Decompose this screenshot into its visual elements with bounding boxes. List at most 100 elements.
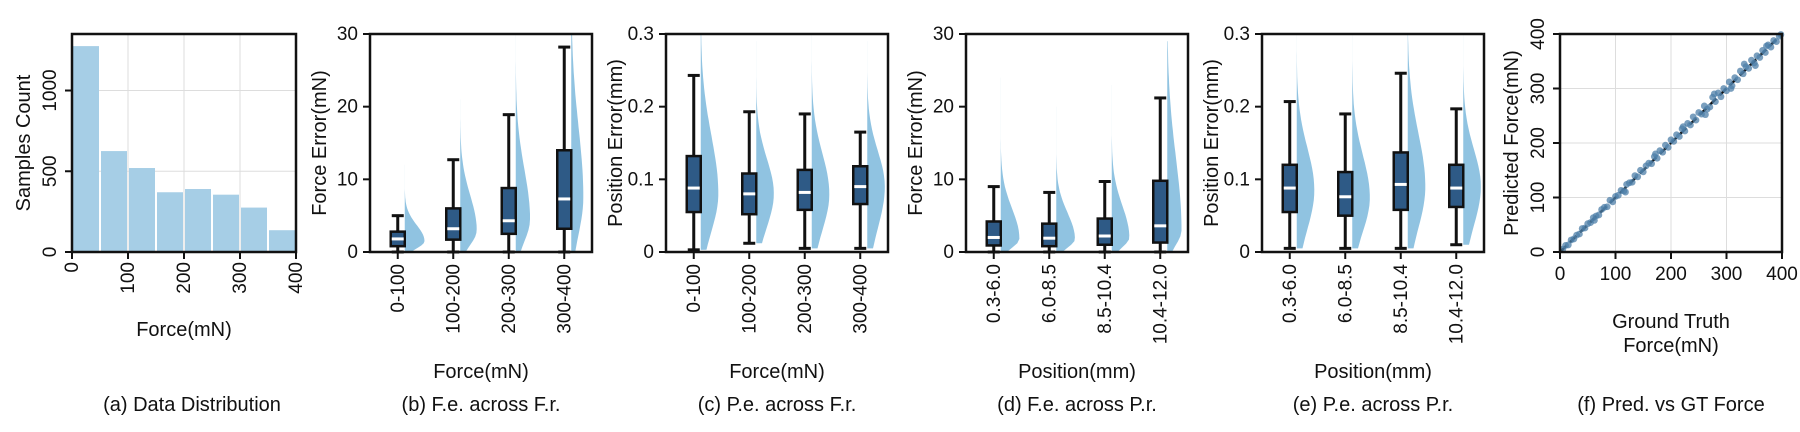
box-iqr: [1152, 179, 1169, 244]
scatter-point: [1740, 60, 1748, 68]
scatter-point: [1751, 62, 1759, 70]
panel-caption: (c) P.e. across F.r.: [698, 394, 857, 416]
x-tick-label: 400: [1766, 264, 1798, 285]
y-tick-label: 0.1: [1224, 169, 1250, 190]
scatter-point: [1652, 150, 1659, 158]
scatter-point: [1706, 103, 1714, 111]
histogram-bar: [73, 46, 99, 252]
scatter-point: [1659, 148, 1667, 156]
x-tick-label: 300-400: [554, 264, 575, 334]
violin-shape: [571, 34, 584, 252]
y-tick-label: 0.3: [1224, 24, 1250, 45]
scatter-point: [1609, 198, 1617, 206]
y-tick-label: 1000: [40, 69, 61, 111]
y-tick-label: 10: [337, 169, 358, 190]
violin-shape: [1167, 41, 1182, 253]
x-tick-label: 100: [1600, 264, 1632, 285]
y-tick-label: 0: [1239, 242, 1250, 263]
y-tick-label: 0.2: [628, 97, 654, 118]
box-iqr: [685, 154, 702, 214]
scatter-point: [1761, 49, 1769, 56]
scatter-point: [1576, 230, 1583, 238]
y-tick-label: 0: [347, 242, 358, 263]
scatter-point: [1591, 216, 1598, 224]
scatter-point: [1717, 93, 1725, 101]
chart-a: 0 100 200 300 400 0 500 1000 Force(mN) Samples Co…: [13, 32, 307, 416]
scatter-point: [1763, 42, 1770, 50]
violin-shape: [1352, 34, 1370, 249]
y-tick-label: 100: [1528, 182, 1549, 214]
plot-frame: [70, 32, 298, 254]
scatter-point: [1664, 143, 1672, 151]
violin-shape: [1000, 77, 1020, 252]
histogram-bar: [185, 189, 211, 252]
violin-shape: [1111, 84, 1130, 252]
x-tick-label: 0.3-6.0: [984, 264, 1005, 323]
plot-frame: [368, 32, 594, 254]
x-tick-label: 0-100: [388, 264, 409, 313]
histogram-bar: [129, 168, 155, 252]
x-tick-label: 0: [62, 262, 83, 273]
scatter-point: [1648, 160, 1655, 168]
x-tick-label: 8.5-10.4: [1095, 264, 1116, 334]
scatter-point: [1727, 85, 1735, 92]
x-tick-label: 8.5-10.4: [1391, 264, 1412, 334]
y-tick-label: 10: [933, 169, 954, 190]
violin-shape: [867, 41, 885, 249]
scatter-point: [1634, 173, 1642, 181]
x-axis-label: Force(mN): [136, 319, 232, 341]
y-axis-label: Position Error(mm): [605, 59, 627, 227]
panel-caption: (e) P.e. across P.r.: [1293, 394, 1453, 416]
y-tick-label: 500: [40, 155, 61, 187]
x-axis-label: Position(mm): [1018, 361, 1136, 383]
violin-shape: [515, 34, 530, 252]
x-tick-label: 400: [286, 262, 307, 294]
x-tick-label: 300: [230, 262, 251, 294]
x-tick-label: 100-200: [443, 264, 464, 334]
box-iqr: [1392, 151, 1409, 212]
box-iqr: [1041, 222, 1058, 248]
scatter-point: [1639, 168, 1647, 176]
violin-shape: [1296, 34, 1315, 249]
violin-shape: [1463, 34, 1481, 245]
x-tick-label: 100: [118, 262, 139, 294]
chart-c: 0-100 100-200 200-300 300-400 0 0.1 0.2 0.3 Forc…: [605, 24, 890, 416]
violin-shape: [756, 41, 774, 244]
y-tick-label: 20: [933, 97, 954, 118]
scatter-point: [1675, 133, 1683, 140]
histogram-bar: [241, 207, 267, 252]
y-tick-label: 0: [40, 247, 61, 258]
plot-frame: [664, 32, 890, 254]
x-tick-label: 0.3-6.0: [1280, 264, 1301, 323]
x-tick-label: 0: [1555, 264, 1566, 285]
scatter-point: [1773, 38, 1780, 46]
y-tick-label: 0: [1528, 247, 1549, 258]
y-axis-label: Position Error(mm): [1201, 59, 1223, 227]
y-tick-label: 400: [1528, 18, 1549, 50]
x-tick-label: 100-200: [739, 264, 760, 334]
y-tick-label: 20: [337, 97, 358, 118]
y-axis-label: Samples Count: [13, 74, 35, 211]
violin-shape: [811, 34, 830, 249]
x-tick-label: 300-400: [850, 264, 871, 334]
box-iqr: [796, 168, 813, 212]
scatter-point: [1745, 64, 1753, 72]
violin-shape: [1056, 106, 1075, 253]
y-tick-label: 200: [1528, 127, 1549, 159]
y-axis-label: Force Error(mN): [905, 70, 927, 216]
x-axis-label: Position(mm): [1314, 361, 1432, 383]
y-tick-label: 0: [943, 242, 954, 263]
box-iqr: [1096, 217, 1113, 246]
x-tick-label: 6.0-8.5: [1039, 264, 1060, 323]
scatter-point: [1692, 116, 1700, 124]
plot-frame: [964, 32, 1190, 254]
box-iqr: [985, 220, 1002, 247]
x-axis-label-line2: Force(mN): [1623, 335, 1719, 357]
histogram-bar: [101, 151, 127, 252]
y-tick-label: 30: [337, 24, 358, 45]
panel-caption: (a) Data Distribution: [103, 394, 281, 416]
y-tick-label: 0.1: [628, 169, 654, 190]
y-tick-label: 30: [933, 24, 954, 45]
violin-shape: [700, 34, 719, 250]
